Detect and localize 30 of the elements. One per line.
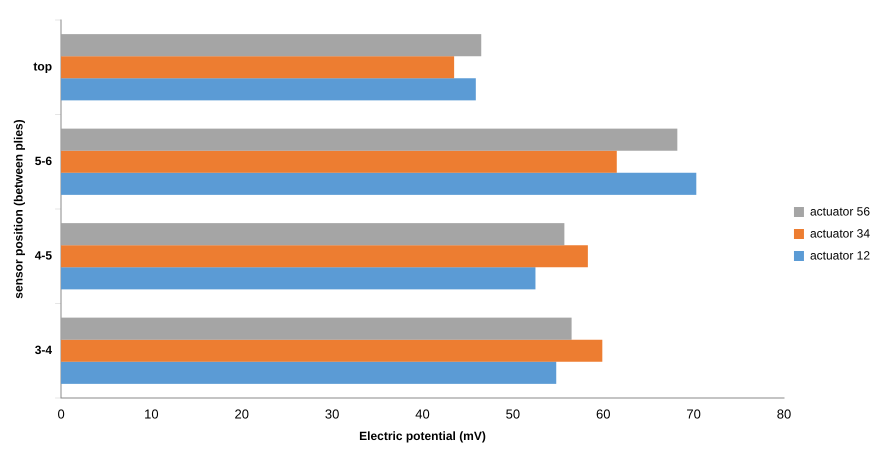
x-tick-label: 80 <box>776 406 792 422</box>
legend-label: actuator 12 <box>810 248 870 262</box>
y-tick-label: 5-6 <box>34 154 52 168</box>
bar <box>61 78 476 100</box>
x-tick-label: 50 <box>506 406 520 422</box>
x-axis-title: Electric potential (mV) <box>359 429 486 444</box>
bar <box>61 223 564 246</box>
x-tick-label: 60 <box>596 406 610 422</box>
x-tick-label: 0 <box>57 406 65 422</box>
bar <box>61 318 572 340</box>
bar <box>61 172 696 195</box>
x-tick-label: 40 <box>415 406 430 422</box>
bar <box>61 245 588 268</box>
x-tick-label: 20 <box>234 406 250 422</box>
x-tick-label: 70 <box>686 406 701 422</box>
bar <box>61 362 556 384</box>
legend-label: actuator 56 <box>810 204 870 218</box>
y-tick-label: 3-4 <box>34 343 52 358</box>
bar <box>61 56 454 78</box>
y-axis-title: sensor position (between plies) <box>12 119 26 299</box>
bar <box>61 150 617 173</box>
bar <box>61 340 602 362</box>
bar <box>61 34 482 56</box>
bar <box>61 267 536 290</box>
x-tick-label: 30 <box>324 406 340 422</box>
x-tick-label: 10 <box>144 406 159 422</box>
y-tick-label: top <box>33 60 52 74</box>
y-tick-label: 4-5 <box>34 248 52 263</box>
legend-label: actuator 34 <box>810 226 870 240</box>
bar <box>61 128 678 151</box>
